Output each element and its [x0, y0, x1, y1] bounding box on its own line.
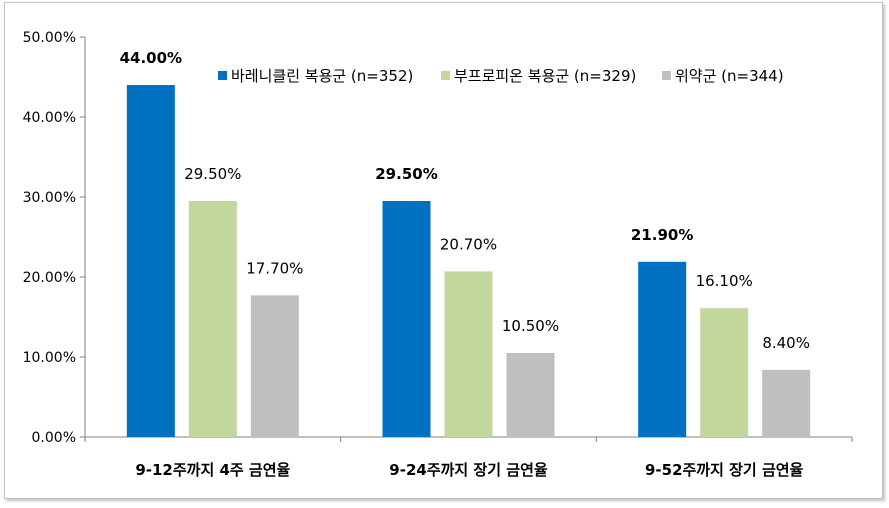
- data-label: 29.50%: [184, 165, 241, 183]
- x-axis: 9-12주까지 4주 금연율 9-24주까지 장기 금연율 9-52주까지 장기 금…: [84, 436, 853, 479]
- bar: [506, 353, 555, 437]
- legend-label: 부프로피온 복용군 (n=329): [454, 67, 636, 85]
- x-category-label: 9-52주까지 장기 금연율: [645, 461, 804, 479]
- bar: [188, 201, 237, 437]
- bar: [762, 369, 811, 437]
- data-label: 10.50%: [502, 317, 559, 335]
- bars: [126, 85, 811, 437]
- data-label: 44.00%: [120, 49, 182, 67]
- legend-swatch: [218, 71, 227, 80]
- data-label: 16.10%: [696, 272, 753, 290]
- legend-swatch: [441, 71, 450, 80]
- data-label: 17.70%: [246, 259, 303, 277]
- x-category-label: 9-12주까지 4주 금연율: [135, 461, 290, 479]
- y-tick-label: 20.00%: [23, 270, 76, 286]
- legend-label: 위약군 (n=344): [675, 67, 784, 85]
- bar: [700, 308, 749, 437]
- y-tick-label: 0.00%: [32, 430, 76, 446]
- data-labels: 44.00% 29.50% 17.70% 29.50% 20.70% 10.50% 21.9…: [120, 49, 810, 352]
- y-tick-label: 30.00%: [23, 190, 76, 206]
- bar: [126, 85, 175, 437]
- x-category-label: 9-24주까지 장기 금연율: [389, 461, 548, 479]
- y-tick-label: 40.00%: [23, 110, 76, 126]
- y-axis: 0.00% 10.00% 20.00% 30.00% 40.00% 50.00%: [23, 30, 86, 446]
- data-label: 20.70%: [440, 235, 497, 253]
- bar: [382, 201, 431, 437]
- bar: [638, 261, 687, 437]
- legend-label: 바레니클린 복용군 (n=352): [231, 67, 413, 85]
- data-label: 29.50%: [375, 165, 437, 183]
- legend-swatch: [662, 71, 671, 80]
- y-tick-label: 10.00%: [23, 350, 76, 366]
- y-tick-label: 50.00%: [23, 30, 76, 46]
- bar: [444, 271, 493, 437]
- data-label: 21.90%: [631, 226, 693, 244]
- bar: [250, 295, 299, 437]
- legend: 바레니클린 복용군 (n=352) 부프로피온 복용군 (n=329) 위약군 (n…: [218, 67, 784, 85]
- data-label: 8.40%: [762, 334, 810, 352]
